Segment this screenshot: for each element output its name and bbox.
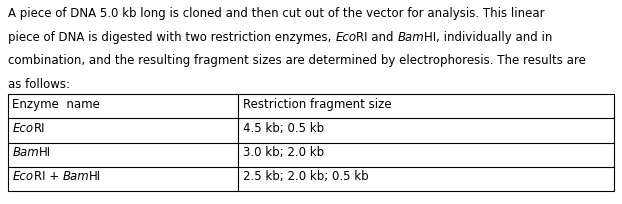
Text: Eco: Eco: [335, 31, 356, 44]
Text: 2.5 kb; 2.0 kb; 0.5 kb: 2.5 kb; 2.0 kb; 0.5 kb: [243, 170, 368, 183]
Text: 3.0 kb; 2.0 kb: 3.0 kb; 2.0 kb: [243, 146, 323, 159]
Text: 4.5 kb; 0.5 kb: 4.5 kb; 0.5 kb: [243, 122, 323, 135]
Text: Eco: Eco: [12, 170, 34, 183]
Bar: [8, 94, 614, 191]
Text: Restriction fragment size: Restriction fragment size: [243, 98, 391, 111]
Text: A piece of DNA 5.0 kb long is cloned and then cut out of the vector for analysis: A piece of DNA 5.0 kb long is cloned and…: [8, 7, 545, 20]
Text: combination, and the resulting fragment sizes are determined by electrophoresis.: combination, and the resulting fragment …: [8, 54, 586, 67]
Text: RI +: RI +: [34, 170, 62, 183]
Text: RI: RI: [34, 122, 45, 135]
Text: RI and: RI and: [356, 31, 397, 44]
Text: Bam: Bam: [12, 146, 39, 159]
Text: Eco: Eco: [12, 122, 34, 135]
Text: Bam: Bam: [62, 170, 89, 183]
Text: HI, individually and in: HI, individually and in: [424, 31, 553, 44]
Text: Enzyme  name: Enzyme name: [12, 98, 100, 111]
Text: piece of DNA is digested with two restriction enzymes,: piece of DNA is digested with two restri…: [8, 31, 335, 44]
Text: as follows:: as follows:: [8, 78, 70, 91]
Text: HI: HI: [89, 170, 101, 183]
Text: HI: HI: [39, 146, 51, 159]
Text: Bam: Bam: [397, 31, 424, 44]
